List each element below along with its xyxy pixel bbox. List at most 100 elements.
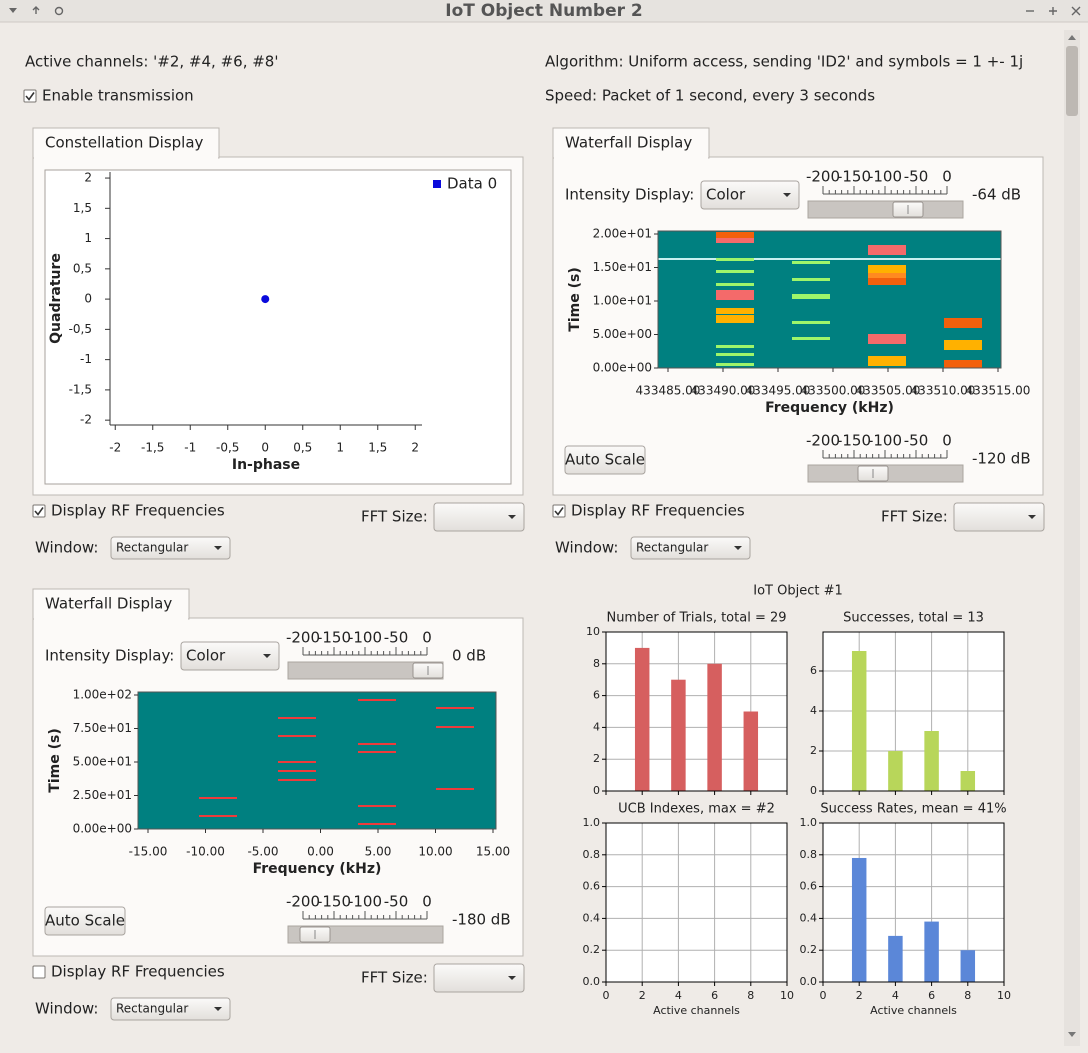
scroll-down[interactable] xyxy=(1068,1032,1076,1037)
scroll-up[interactable] xyxy=(1068,35,1076,40)
waterfall-signal xyxy=(716,308,754,314)
tab[interactable] xyxy=(32,127,220,159)
slider-track[interactable] xyxy=(807,200,964,219)
combo-box[interactable] xyxy=(630,536,751,560)
x-axis-label: Active channels xyxy=(653,1004,740,1017)
slider-tick-label: 0 xyxy=(942,432,952,450)
tab[interactable] xyxy=(32,588,190,620)
data-point xyxy=(261,295,270,304)
y-tick-label: 0.00e+00 xyxy=(593,361,652,375)
tab-join xyxy=(34,156,218,159)
x-tick-label: 5.00 xyxy=(365,845,392,859)
checkbox[interactable] xyxy=(552,504,566,518)
waterfall-signal xyxy=(436,788,474,790)
y-tick-label: 0 xyxy=(593,784,600,797)
tab[interactable] xyxy=(552,127,710,159)
max-level: 0 dB xyxy=(452,647,486,665)
y-tick-label: 1,5 xyxy=(73,201,92,215)
scrollbar-track[interactable] xyxy=(1064,30,1080,1046)
title-bar xyxy=(0,0,1088,22)
y-tick-label: 2.00e+01 xyxy=(593,227,652,241)
raise-icon[interactable] xyxy=(32,6,40,14)
y-tick-label: 0 xyxy=(810,784,817,797)
intensity-label: Intensity Display: xyxy=(45,647,174,665)
combo-box[interactable] xyxy=(110,997,231,1021)
close-icon[interactable] xyxy=(1071,6,1081,16)
x-tick-label: 1 xyxy=(336,441,344,455)
y-tick-label: 0.2 xyxy=(800,943,818,956)
scrollbar-thumb[interactable] xyxy=(1066,46,1078,116)
waterfall-signal xyxy=(358,805,396,807)
y-tick-label: 1 xyxy=(84,231,92,245)
waterfall-signal xyxy=(944,318,982,328)
checkbox-label: Display RF Frequencies xyxy=(51,502,225,520)
slider-tick-label: -100 xyxy=(348,629,382,647)
button[interactable] xyxy=(44,906,126,936)
x-tick-label: 1,5 xyxy=(368,441,387,455)
menu-icon[interactable] xyxy=(9,8,17,13)
button-label: Auto Scale xyxy=(45,912,125,930)
plots-title: IoT Object #1 xyxy=(753,584,843,599)
bar xyxy=(888,935,903,982)
waterfall-signal xyxy=(436,707,474,709)
waterfall-signal xyxy=(716,258,754,261)
checkbox[interactable] xyxy=(32,504,46,518)
waterfall-image xyxy=(138,692,496,829)
combo-value: Rectangular xyxy=(116,541,188,555)
x-tick-label: 6 xyxy=(711,989,718,1002)
y-tick-label: -1,5 xyxy=(69,382,92,396)
y-tick-label: 0.0 xyxy=(800,975,818,988)
waterfall-signal xyxy=(358,823,396,825)
waterfall-signal xyxy=(792,321,830,324)
combo-box[interactable] xyxy=(953,502,1045,532)
plot-area xyxy=(606,632,787,791)
combo-value: Rectangular xyxy=(116,1002,188,1016)
x-tick-label: 10.00 xyxy=(418,845,452,859)
waterfall-signal xyxy=(944,360,982,368)
combo-arrow xyxy=(734,546,742,550)
waterfall-signal xyxy=(868,265,906,273)
button[interactable] xyxy=(564,445,646,475)
combo-box[interactable] xyxy=(180,641,280,671)
bar xyxy=(924,921,939,982)
x-tick-label: 433500.00 xyxy=(801,384,866,398)
waterfall-signal xyxy=(278,779,316,781)
waterfall-signal xyxy=(358,699,396,701)
pin-icon[interactable] xyxy=(54,6,64,16)
checkbox-label: Enable transmission xyxy=(42,87,194,105)
x-tick-label: -0,5 xyxy=(216,441,239,455)
slider-tick-label: -100 xyxy=(868,168,902,186)
waterfall-signal xyxy=(199,815,237,817)
combo-box[interactable] xyxy=(433,963,525,993)
x-axis-label: Frequency (kHz) xyxy=(253,861,382,877)
y-tick-label: 0.6 xyxy=(800,880,818,893)
chart-title: Successes, total = 13 xyxy=(843,611,984,626)
x-tick-label: 0 xyxy=(603,989,610,1002)
x-tick-label: 0 xyxy=(820,989,827,1002)
combo-value: Color xyxy=(186,647,226,665)
checkbox-label: Display RF Frequencies xyxy=(571,502,745,520)
x-tick-label: -1 xyxy=(184,441,196,455)
tab-label: Waterfall Display xyxy=(565,134,692,152)
bar xyxy=(851,857,867,982)
waterfall-signal xyxy=(716,290,754,300)
window-label: Window: xyxy=(555,539,618,557)
combo-arrow xyxy=(263,654,271,658)
combo-box[interactable] xyxy=(110,536,231,560)
combo-box[interactable] xyxy=(700,180,800,210)
combo-box[interactable] xyxy=(433,502,525,532)
checkbox[interactable] xyxy=(32,965,46,979)
slider-tick-label: 0 xyxy=(422,893,432,911)
x-tick-label: 8 xyxy=(747,989,754,1002)
checkbox[interactable] xyxy=(23,89,37,103)
y-tick-label: 8 xyxy=(593,657,600,670)
maximize-icon[interactable] xyxy=(1049,7,1057,15)
waterfall-signal xyxy=(716,238,754,243)
y-tick-label: 5.00e+00 xyxy=(593,327,652,341)
tab-join xyxy=(34,617,188,620)
fft-size-label: FFT Size: xyxy=(361,508,428,526)
combo-value: Rectangular xyxy=(636,541,708,555)
slider-tick-label: -150 xyxy=(837,168,871,186)
x-tick-label: 15.00 xyxy=(476,845,510,859)
